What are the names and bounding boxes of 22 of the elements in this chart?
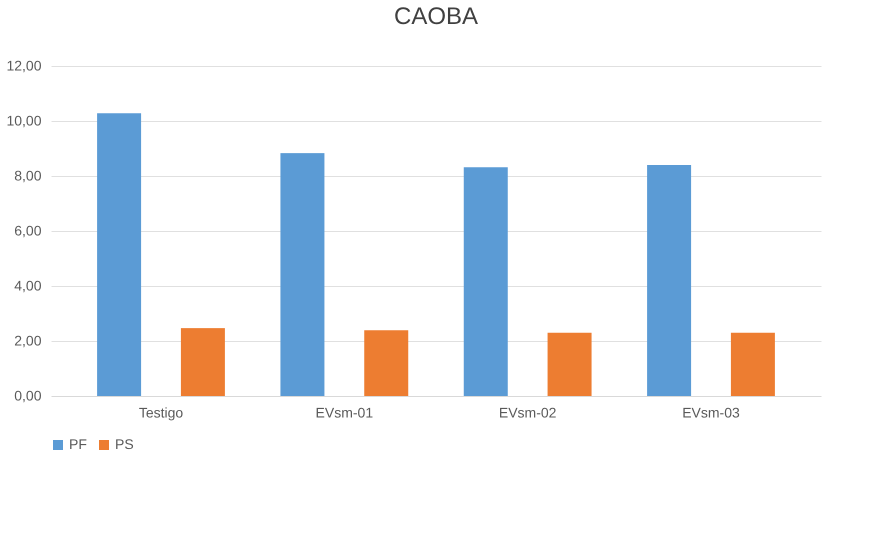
y-tick-label: 8,00: [14, 168, 42, 184]
bar: [548, 332, 592, 396]
bar: [730, 332, 775, 396]
bar: [364, 330, 408, 396]
x-tick-label: EVsm-03: [682, 404, 740, 420]
bar: [280, 153, 324, 396]
chart-title: CAOBA: [394, 3, 478, 30]
x-tick-label: EVsm-02: [498, 404, 557, 420]
y-tick-label: 12,00: [6, 58, 42, 74]
bar: [97, 113, 142, 396]
bar: [180, 328, 225, 396]
y-tick-label: 6,00: [14, 222, 42, 238]
y-tick-label: 10,00: [6, 112, 42, 128]
legend-label: PF: [69, 436, 87, 452]
bar: [464, 167, 508, 396]
bar: [647, 165, 692, 396]
x-tick-label: EVsm-01: [316, 404, 374, 420]
x-tick-label: Testigo: [138, 404, 184, 420]
y-tick-label: 0,00: [14, 388, 42, 404]
legend-label: PS: [115, 436, 134, 452]
y-tick-label: 2,00: [14, 332, 42, 348]
y-tick-label: 4,00: [14, 278, 42, 294]
